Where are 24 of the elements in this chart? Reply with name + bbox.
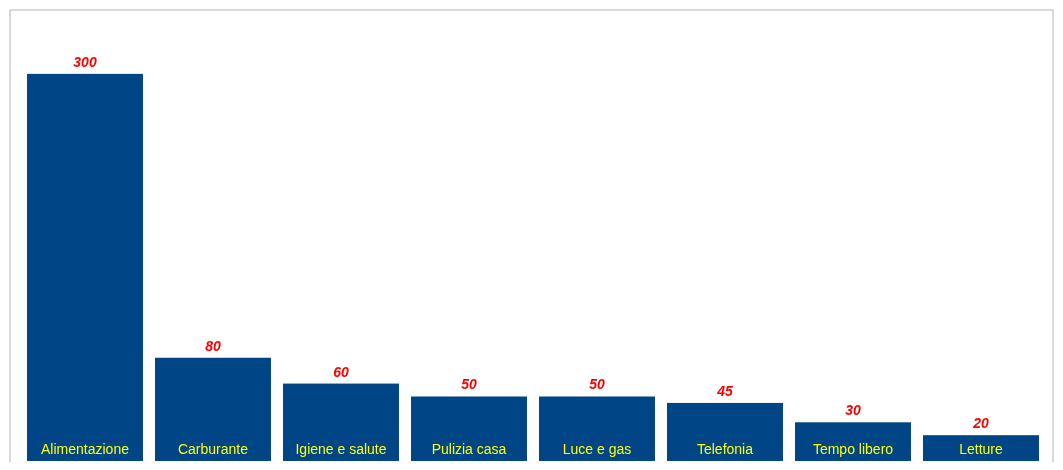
x-tick-label: Luce e gas [562, 441, 632, 457]
data-label: 50 [461, 376, 477, 393]
data-label: 300 [73, 53, 97, 70]
x-tick-label: Telefonia [696, 441, 754, 457]
data-label: 20 [972, 415, 989, 432]
bar [27, 73, 143, 461]
data-label: 80 [205, 337, 221, 354]
x-tick-label: Alimentazione [41, 441, 130, 457]
bar [539, 396, 655, 461]
bar [667, 402, 783, 461]
x-tick-label: Pulizia casa [431, 441, 507, 457]
x-tick-label: Carburante [177, 441, 249, 457]
bar [411, 396, 527, 461]
data-label: 45 [716, 382, 733, 399]
data-label: 50 [589, 376, 605, 393]
x-tick-label: Igiene e salute [295, 441, 387, 457]
bar [795, 422, 911, 461]
x-tick-label: Tempo libero [812, 441, 894, 457]
bar [283, 383, 399, 461]
bar [155, 357, 271, 461]
data-label: 30 [845, 402, 861, 419]
bar [923, 435, 1039, 461]
x-tick-label: Letture [959, 441, 1003, 457]
data-label: 60 [333, 363, 349, 380]
